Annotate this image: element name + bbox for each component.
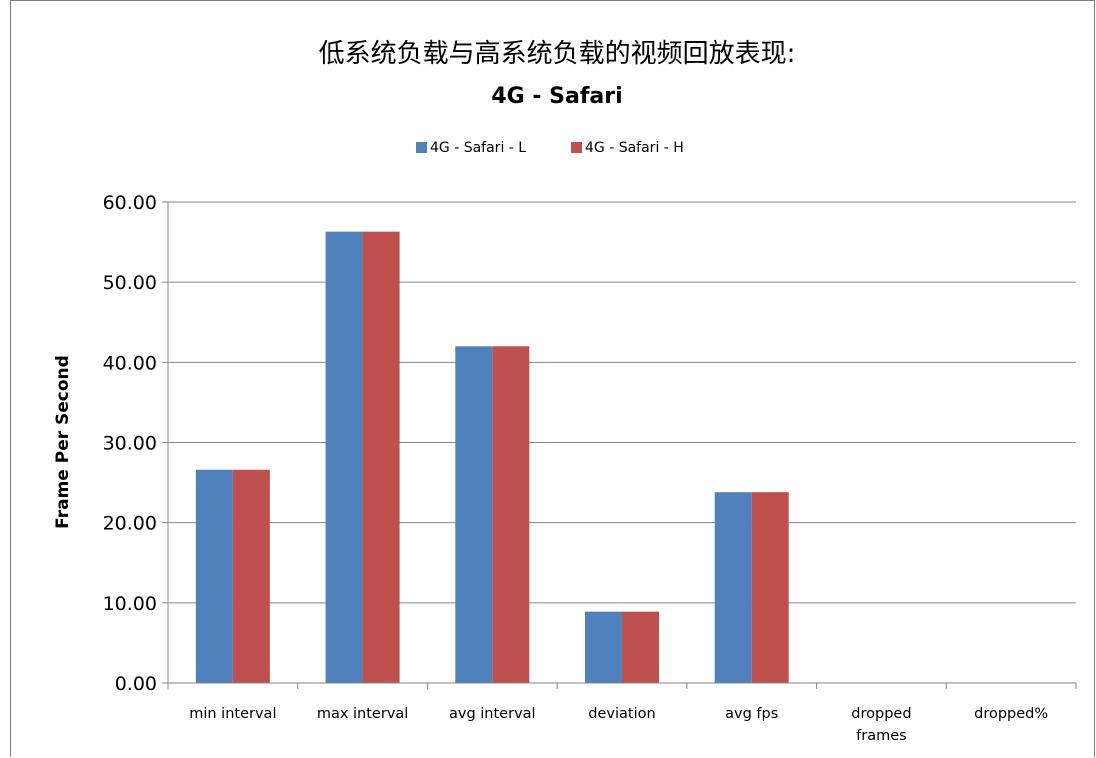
- y-axis-ticks: 0.00 10.00 20.00 30.00 40.00 50.00 60.00: [103, 192, 168, 695]
- y-tick-label: 40.00: [103, 352, 157, 374]
- legend-label: 4G - Safari - H: [585, 140, 684, 156]
- bar-series-l: [325, 231, 363, 683]
- bar-series-h: [751, 492, 789, 683]
- x-tick-label: max interval: [317, 706, 408, 722]
- bar-series-h: [362, 231, 400, 683]
- y-tick-label: 10.00: [103, 593, 157, 615]
- legend-swatch: [571, 142, 582, 153]
- gridlines: [168, 201, 1076, 604]
- x-axis: min interval max interval avg interval devi…: [167, 202, 1077, 744]
- legend-label: 4G - Safari - L: [430, 140, 526, 156]
- chart-title: 低系统负载与高系统负载的视频回放表现:: [319, 39, 796, 69]
- legend-swatch: [416, 142, 427, 153]
- bar-series-l: [195, 469, 233, 683]
- y-tick-label: 30.00: [103, 433, 157, 455]
- chart-legend: 4G - Safari - L 4G - Safari - H: [416, 140, 684, 156]
- bar-series-l: [455, 346, 493, 683]
- x-tick-label: min interval: [189, 706, 276, 722]
- y-tick-label: 50.00: [103, 272, 157, 294]
- bars: [195, 231, 789, 683]
- x-tick-label: avg interval: [449, 706, 536, 722]
- bar-series-l: [714, 492, 752, 683]
- x-tick-label: dropped%: [974, 706, 1048, 722]
- bar-series-h: [492, 346, 530, 683]
- y-tick-label: 20.00: [103, 513, 157, 535]
- y-tick-label: 0.00: [115, 673, 157, 695]
- bar-series-h: [232, 469, 270, 683]
- x-tick-label: avg fps: [725, 706, 778, 722]
- y-axis-label: Frame Per Second: [53, 355, 73, 529]
- bar-series-l: [585, 611, 622, 683]
- chart-frame: [10, 0, 1095, 757]
- chart-subtitle: 4G - Safari: [491, 84, 622, 109]
- bar-series-h: [622, 611, 659, 683]
- x-tick-label: dropped frames: [851, 706, 911, 744]
- x-tick-label: deviation: [588, 706, 655, 722]
- y-tick-label: 60.00: [103, 192, 157, 214]
